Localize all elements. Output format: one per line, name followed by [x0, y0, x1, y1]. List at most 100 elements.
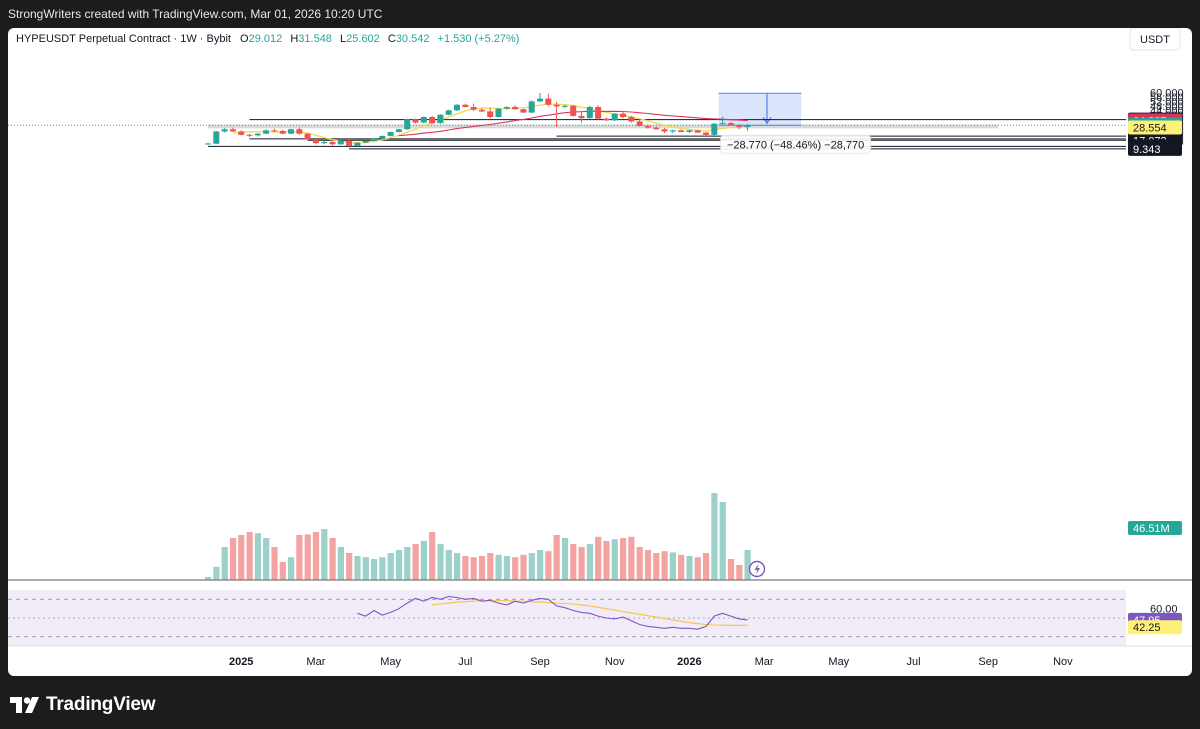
time-axis: 2025 Mar May Jul Sep Nov 2026 Mar May Jul Sep Nov [229, 656, 1073, 668]
time-tick-label: Jul [458, 656, 472, 668]
legend: HYPEUSDT Perpetual Contract · 1W · Bybit… [16, 33, 519, 45]
candle [387, 131, 394, 137]
volume-bar [744, 550, 751, 580]
volume-bar [611, 539, 618, 580]
candle-body [661, 129, 668, 132]
volume-bar [229, 538, 237, 580]
candle-body [462, 104, 469, 107]
candle-body [279, 130, 286, 134]
candle-body [304, 133, 311, 140]
candle-body [437, 114, 444, 124]
volume-bar [586, 544, 593, 580]
rsi-ma-badge: 42.25 [1128, 620, 1182, 635]
candle [304, 133, 311, 140]
candle-body [586, 106, 593, 119]
candle-body [354, 142, 361, 146]
currency-button-label: USDT [1140, 34, 1170, 46]
candle-body [553, 104, 560, 107]
volume-badge: 46.51M [1128, 521, 1182, 535]
level-price-badge: 9.343 [1128, 141, 1182, 156]
measure-label: −28.770 (−48.46%) −28,770 [727, 139, 864, 151]
legend-c-label: C [388, 33, 396, 45]
level-layer [8, 119, 1126, 150]
candle [628, 115, 635, 123]
volume-bar [379, 557, 386, 580]
candle-body [545, 98, 552, 105]
candle [229, 127, 236, 133]
time-tick-label: 2026 [677, 656, 701, 668]
volume-bar [346, 553, 353, 580]
svg-text:HYPEUSDT Perpetual Contract ·: HYPEUSDT Perpetual Contract · 1W · Bybit… [16, 33, 519, 45]
price-tick-label: 52.000 [1150, 96, 1184, 108]
footer: TradingView [0, 676, 1200, 729]
price-axis: 60.00056.00052.00048.00044.00040.00036.0… [1150, 88, 1184, 616]
candle [288, 128, 294, 135]
legend-h-label: H [290, 33, 298, 45]
zone-layer [208, 124, 998, 129]
candle [553, 101, 560, 128]
legend-h-value: 31.548 [298, 33, 332, 45]
candle [329, 140, 336, 146]
time-tick-label: Jul [906, 656, 920, 668]
candle-layer [205, 93, 751, 148]
candle [603, 117, 610, 121]
candle [478, 108, 485, 112]
alert-icon[interactable] [748, 560, 766, 578]
candle-body [420, 117, 427, 123]
volume-bar [487, 553, 494, 580]
attribution-bar: StrongWriters created with TradingView.c… [0, 0, 1200, 28]
volume-bar [205, 577, 212, 580]
candle-body [495, 108, 502, 117]
candle [495, 108, 502, 118]
candle-body [288, 129, 294, 134]
candle [205, 142, 211, 145]
rsi-line [357, 595, 748, 630]
volume-bar [337, 547, 344, 580]
candle [595, 105, 602, 120]
candle [354, 142, 361, 147]
chart-panel[interactable]: −28.770 (−48.46%) −28,770 60.000 56.000 52… [8, 28, 1192, 676]
volume-bar [271, 547, 278, 580]
time-tick-label: May [828, 656, 849, 668]
volume-layer [205, 493, 751, 580]
volume-bar [561, 538, 569, 580]
candle [312, 138, 319, 145]
candle [337, 139, 344, 145]
candle [719, 116, 726, 125]
candle-body [412, 119, 419, 123]
candle-body [346, 140, 353, 146]
candle [437, 114, 444, 124]
candle [644, 124, 651, 129]
volume-bar [445, 550, 452, 580]
candle [528, 100, 535, 114]
candle-body [205, 143, 211, 145]
candle [404, 118, 411, 130]
volume-bar [678, 554, 685, 580]
candle-body [703, 132, 709, 135]
candle-body [503, 106, 510, 109]
candle-body [678, 130, 685, 133]
candle-body [561, 105, 568, 107]
candle [487, 107, 494, 119]
volume-bar [321, 529, 328, 580]
volume-bar [437, 544, 444, 580]
candle [254, 133, 261, 137]
candle [545, 93, 552, 107]
tradingview-logo[interactable]: TradingView [10, 694, 156, 716]
candle [454, 104, 460, 111]
candle [445, 109, 452, 116]
currency-button[interactable]: USDT [1129, 28, 1181, 51]
candle [379, 135, 386, 140]
candle [470, 103, 477, 111]
candle [570, 104, 577, 117]
candle-body [404, 119, 411, 130]
time-tick-label: Nov [605, 656, 625, 668]
volume-bar [329, 538, 336, 580]
tradingview-wordmark: TradingView [46, 694, 156, 715]
candle [686, 129, 693, 134]
candle-body [229, 129, 236, 132]
candle [296, 127, 303, 135]
volume-bar [661, 551, 668, 580]
price-chart[interactable]: −28.770 (−48.46%) −28,770 60.00056.00052… [8, 28, 1192, 676]
candle-body [736, 125, 743, 128]
